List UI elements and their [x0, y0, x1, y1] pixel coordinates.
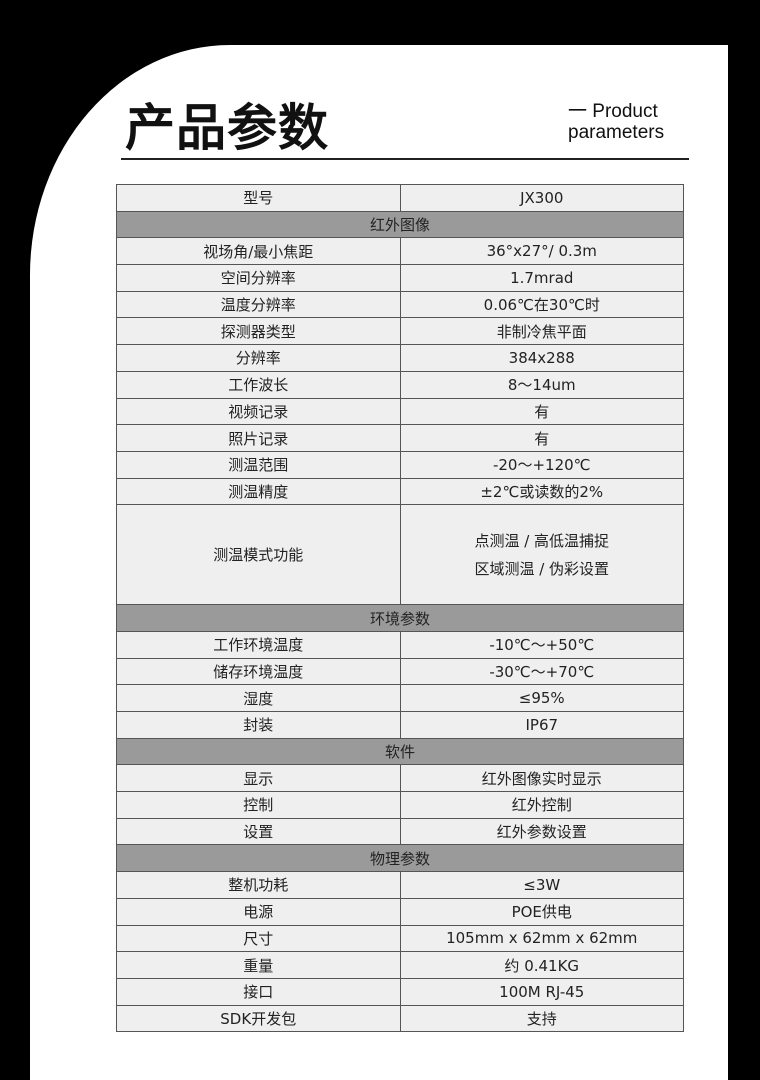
table-row: 型号 JX300 — [116, 184, 684, 212]
section-title: 环境参数 — [116, 604, 684, 632]
spec-label: 电源 — [116, 897, 401, 926]
table-row: 探测器类型 非制冷焦平面 — [116, 317, 684, 346]
spec-label: 显示 — [116, 764, 401, 793]
spec-label: 控制 — [116, 791, 401, 819]
table-row: 设置 红外参数设置 — [116, 817, 684, 846]
spec-label: 空间分辨率 — [116, 264, 401, 292]
table-row: 分辨率 384x288 — [116, 344, 684, 372]
spec-label: 湿度 — [116, 684, 401, 712]
spec-label: 测温模式功能 — [116, 504, 401, 606]
section-title: 软件 — [116, 737, 684, 766]
section-header-row: 软件 — [116, 737, 684, 766]
table-row: 照片记录有 — [116, 424, 684, 452]
table-row: 整机功耗 ≤3W — [116, 871, 684, 899]
spec-value: -10℃～+50℃ — [399, 630, 684, 659]
table-row: 测温范围 -20～+120℃ — [116, 450, 684, 479]
table-row: 测温模式功能 点测温 / 高低温捕捉 区域测温 / 伪彩设置 — [116, 504, 684, 606]
spec-value: 105mm x 62mm x 62mm — [399, 924, 684, 953]
spec-value: POE供电 — [399, 897, 684, 926]
section-header-row: 物理参数 — [116, 844, 684, 873]
spec-label: 设置 — [116, 817, 401, 846]
section-title: 物理参数 — [116, 844, 684, 873]
spec-label: 照片记录 — [116, 424, 401, 452]
spec-label: 储存环境温度 — [116, 657, 401, 686]
spec-value: 约 0.41KG — [399, 951, 684, 979]
spec-label: 尺寸 — [116, 924, 401, 953]
spec-value: 红外图像实时显示 — [399, 764, 684, 793]
subtitle-line-2: parameters — [568, 122, 665, 143]
spec-value: ≤95% — [399, 684, 684, 712]
spec-value: 红外参数设置 — [399, 817, 684, 846]
title-divider — [121, 158, 689, 160]
spec-value: JX300 — [399, 184, 684, 212]
spec-label: 测温范围 — [116, 450, 401, 479]
spec-value: 点测温 / 高低温捕捉 区域测温 / 伪彩设置 — [399, 504, 684, 606]
spec-label: 探测器类型 — [116, 317, 401, 346]
table-row: 湿度 ≤95% — [116, 684, 684, 712]
table-row: 接口 100M RJ-45 — [116, 977, 684, 1006]
spec-value: 有 — [399, 397, 684, 426]
page-subtitle: 一 Product parameters — [568, 101, 664, 143]
spec-value: 384x288 — [399, 344, 684, 372]
spec-value: 红外控制 — [399, 791, 684, 819]
page-title: 产品参数 — [125, 99, 329, 157]
spec-label: 整机功耗 — [116, 871, 401, 899]
spec-value: -20～+120℃ — [399, 450, 684, 479]
spec-value: IP67 — [399, 711, 684, 739]
table-row: 温度分辨率 0.06℃在30℃时 — [116, 290, 684, 319]
spec-value-line: 区域测温 / 伪彩设置 — [474, 559, 610, 578]
table-row: 空间分辨率 1.7mrad — [116, 264, 684, 292]
spec-label: 封装 — [116, 711, 401, 739]
spec-label: SDK开发包 — [116, 1004, 401, 1033]
spec-label: 分辨率 — [116, 344, 401, 372]
spec-label: 工作波长 — [116, 370, 401, 399]
spec-value: 有 — [399, 424, 684, 452]
table-row: 封装 IP67 — [116, 711, 684, 739]
section-header-row: 红外图像 — [116, 210, 684, 239]
spec-label: 型号 — [116, 184, 401, 212]
section-title: 红外图像 — [116, 210, 684, 239]
spec-value: 8～14um — [399, 370, 684, 399]
table-row: 电源 POE供电 — [116, 897, 684, 926]
table-row: 工作波长 8～14um — [116, 370, 684, 399]
spec-value: 0.06℃在30℃时 — [399, 290, 684, 319]
section-header-row: 环境参数 — [116, 604, 684, 632]
spec-value: 36°x27°/ 0.3m — [399, 237, 684, 266]
table-row: 视频记录有 — [116, 397, 684, 426]
table-row: 测温精度 ±2℃或读数的2% — [116, 477, 684, 506]
spec-value: 支持 — [399, 1004, 684, 1033]
table-row: 显示 红外图像实时显示 — [116, 764, 684, 793]
spec-value: ±2℃或读数的2% — [399, 477, 684, 506]
spec-value: ≤3W — [399, 871, 684, 899]
subtitle-line-1: 一 Product — [568, 101, 658, 122]
spec-value: 非制冷焦平面 — [399, 317, 684, 346]
spec-label: 工作环境温度 — [116, 630, 401, 659]
spec-label: 接口 — [116, 977, 401, 1006]
spec-table: 型号 JX300 红外图像 视场角/最小焦距 36°x27°/ 0.3m 空间分辨率 1… — [116, 184, 684, 1033]
table-row: 工作环境温度 -10℃～+50℃ — [116, 630, 684, 659]
spec-label: 温度分辨率 — [116, 290, 401, 319]
spec-label: 视频记录 — [116, 397, 401, 426]
table-row: SDK开发包 支持 — [116, 1004, 684, 1033]
spec-value-line: 点测温 / 高低温捕捉 — [474, 531, 610, 550]
table-row: 重量约 0.41KG — [116, 951, 684, 979]
spec-value: 100M RJ-45 — [399, 977, 684, 1006]
table-row: 尺寸 105mm x 62mm x 62mm — [116, 924, 684, 953]
table-row: 控制 红外控制 — [116, 791, 684, 819]
table-row: 储存环境温度 -30℃～+70℃ — [116, 657, 684, 686]
spec-label: 重量 — [116, 951, 401, 979]
spec-label: 测温精度 — [116, 477, 401, 506]
spec-label: 视场角/最小焦距 — [116, 237, 401, 266]
spec-value: 1.7mrad — [399, 264, 684, 292]
spec-value: -30℃～+70℃ — [399, 657, 684, 686]
table-row: 视场角/最小焦距 36°x27°/ 0.3m — [116, 237, 684, 266]
